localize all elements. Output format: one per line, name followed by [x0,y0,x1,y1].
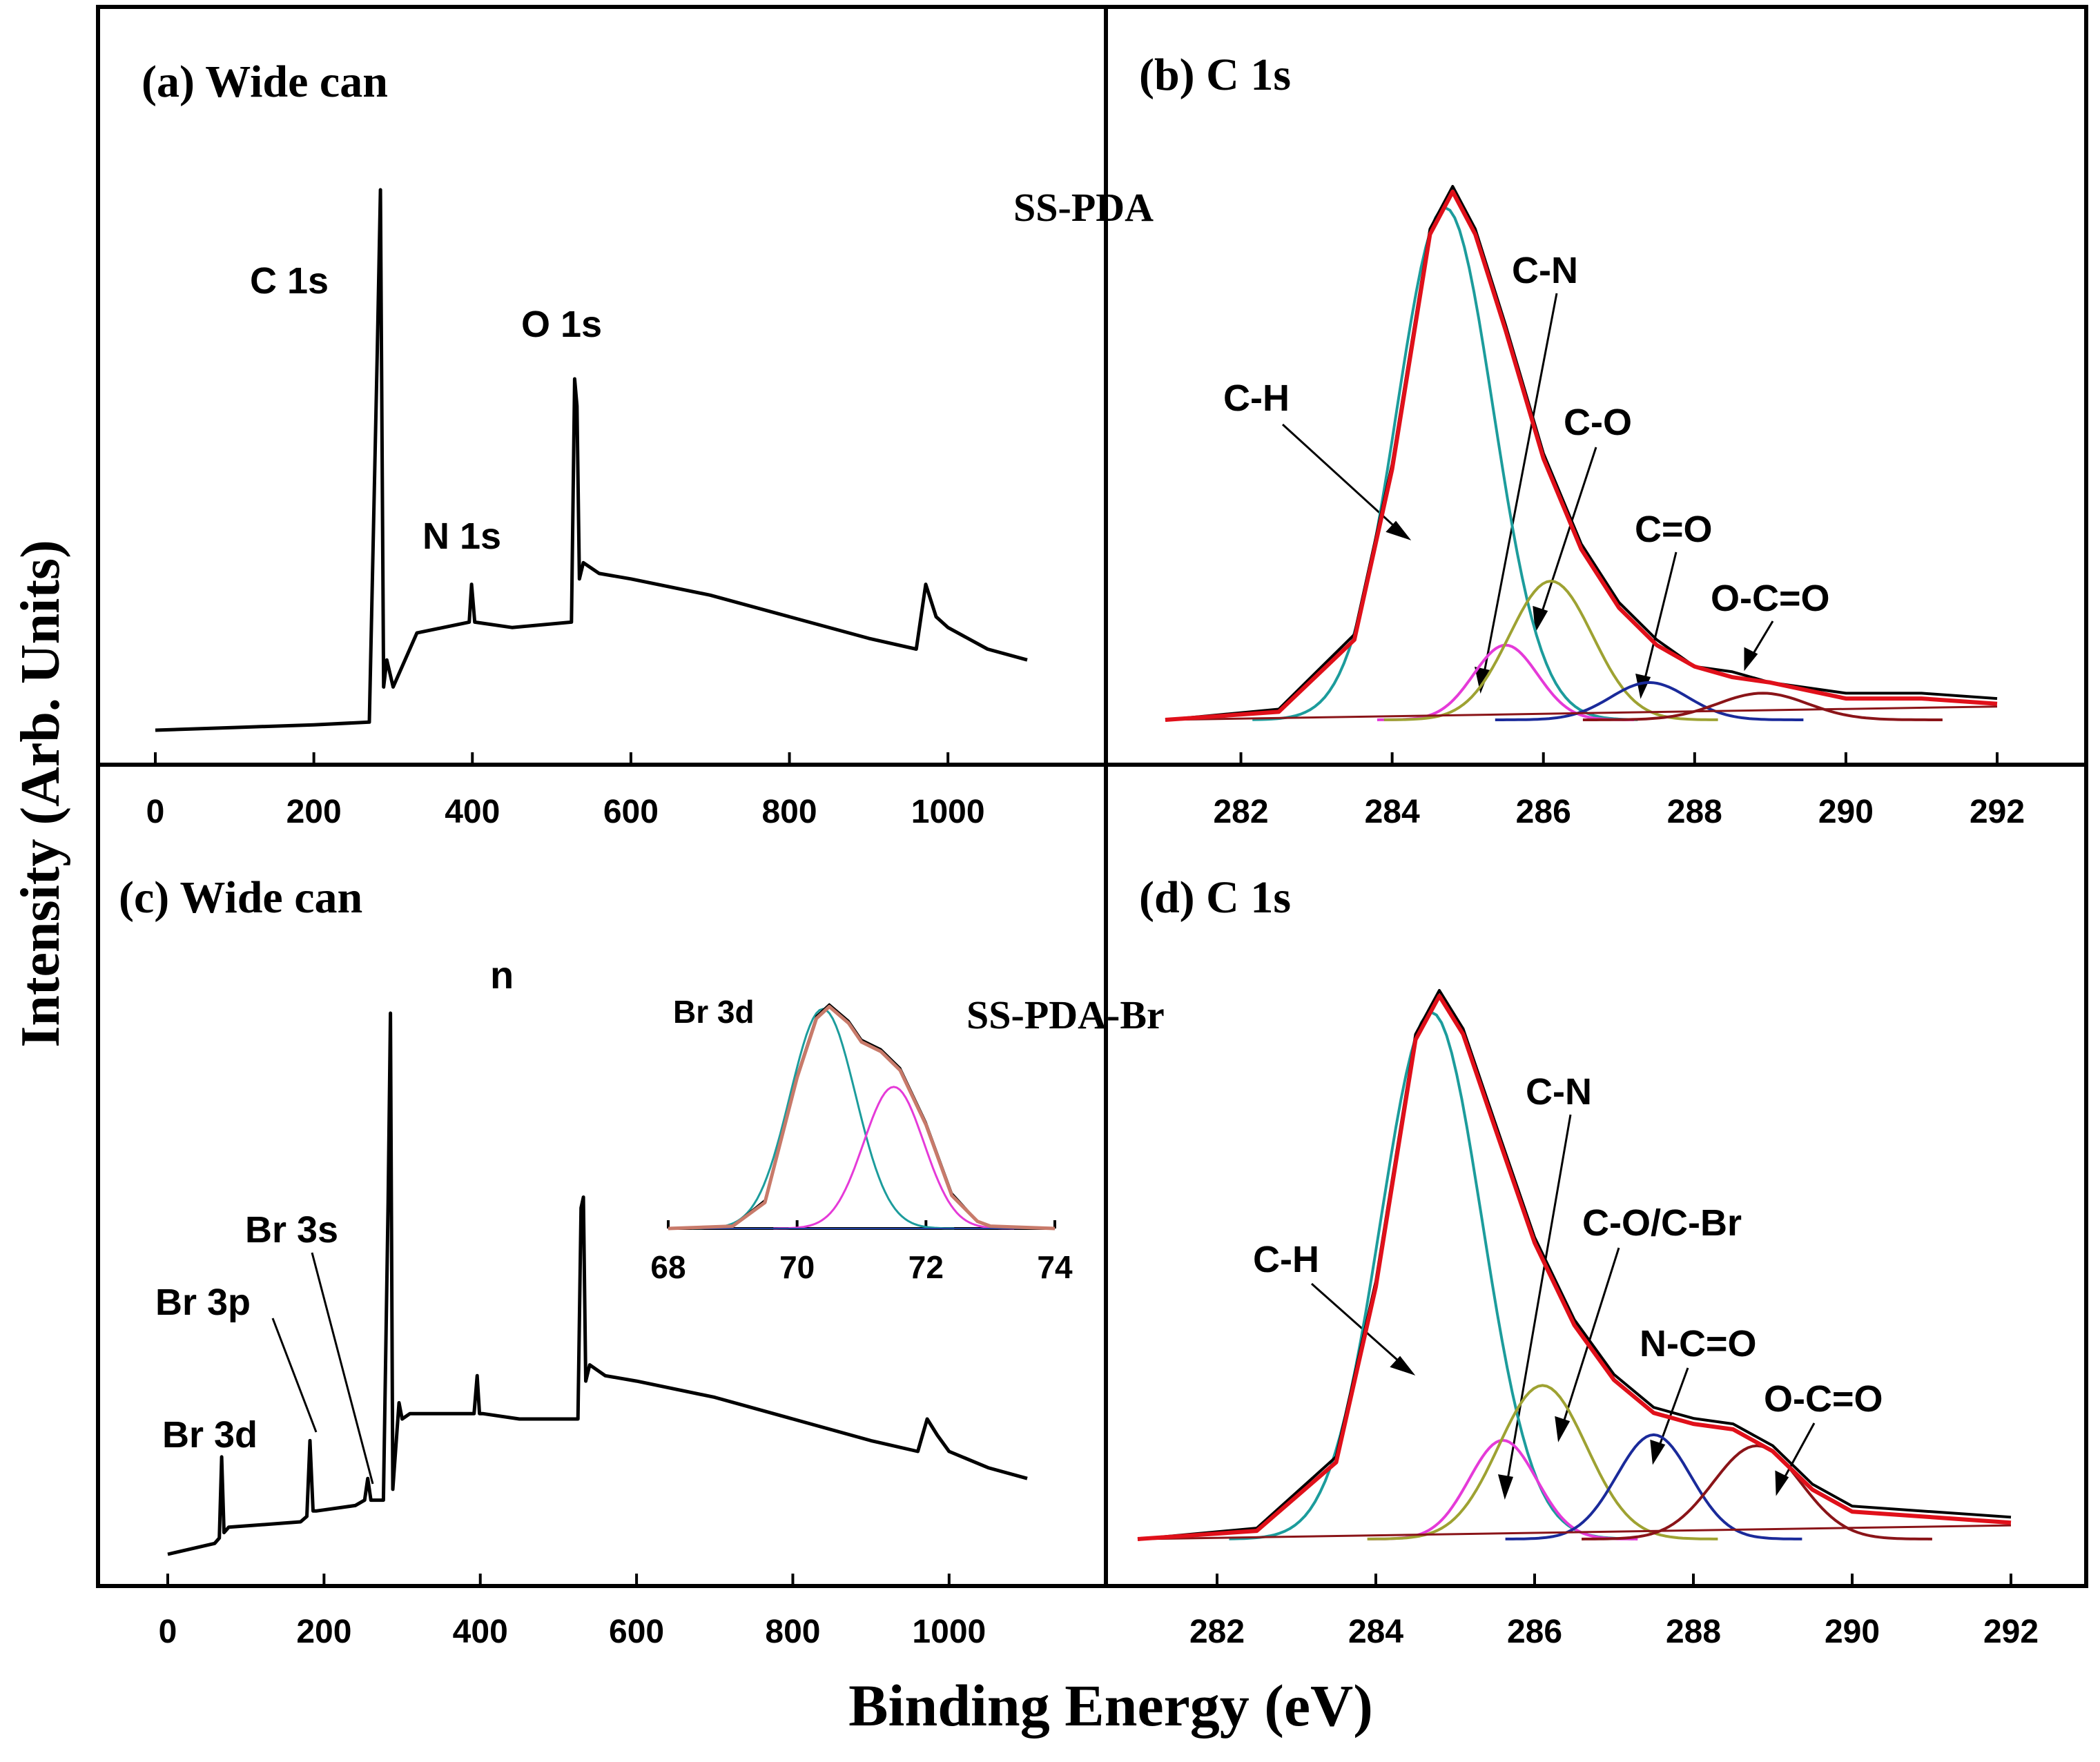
x-tick-label-b-284: 284 [1365,794,1420,830]
comp-label-b-co: C-O [1564,402,1632,443]
comp-label-b-cn: C-N [1512,250,1578,291]
arrowhead-d-oco [1775,1470,1789,1496]
component-d-n-c-o [1505,1433,1802,1540]
arrowhead-d-nco [1650,1439,1666,1465]
arrowhead-d-ch [1390,1355,1416,1376]
x-tick-label-a-1000: 1000 [911,794,985,830]
arrow-b-c=o [1642,551,1678,687]
plot-layer: 0 200 400 600 800 1000 282 284 286 288 290 292 0 200 4… [146,185,2039,1650]
comp-label-b-c=o: C=O [1635,509,1713,550]
x-tick-label-a-800: 800 [761,794,817,830]
x-tick-label-a-600: 600 [603,794,659,830]
panel-b-arrows [1281,293,1774,699]
x-tick-label-a-400: 400 [445,794,500,830]
series-d-baseline [1137,1524,2012,1540]
x-tick-label-c-400: 400 [453,1614,508,1650]
peak-label-br3s: Br 3s [245,1209,338,1251]
arrowhead-b-oco [1744,647,1758,672]
x-tick-label-c-600: 600 [609,1614,664,1650]
arrow-d-cn [1505,1114,1572,1488]
x-tick-label-c-0: 0 [159,1614,177,1650]
x-tick-label-c-800: 800 [765,1614,820,1650]
panel-d-sample: SS-PDA-Br [966,992,1165,1037]
figure-frame [96,5,2088,1588]
comp-label-d-cn: C-N [1526,1071,1592,1113]
x-tick-label-b-290: 290 [1818,794,1874,830]
component-b-c-o [1495,681,1804,721]
x-tick-label-d-284: 284 [1348,1614,1403,1650]
x-tick-label-b-282: 282 [1213,794,1268,830]
panel-b-title: (b) C 1s [1139,50,1291,100]
x-tick-label-d-282: 282 [1189,1614,1245,1650]
panel-a-title: (a) Wide can [142,57,388,107]
x-tick-label-d-286: 286 [1507,1614,1562,1650]
arrow-br3s [311,1252,374,1485]
panel-d-title: (d) C 1s [1139,872,1291,923]
arrow-d-ch [1311,1282,1406,1368]
arrow-b-co [1538,447,1597,620]
arrowhead-d-cn [1497,1474,1514,1500]
x-tick-label-c-inset-74: 74 [1037,1249,1073,1285]
component-b-o-c-o [1582,692,1943,721]
x-axis-title: Binding Energy (eV) [848,1672,1373,1739]
panel-d-arrows [1311,1114,1816,1500]
series-a-survey [155,188,1028,732]
x-tick-label-c-inset-72: 72 [908,1249,944,1285]
x-tick-label-c-inset-68: 68 [650,1249,686,1285]
comp-label-d-nco: N-C=O [1640,1323,1757,1364]
arrowhead-b-co [1533,605,1548,633]
comp-label-b-oco: O-C=O [1711,578,1830,619]
arrow-d-oco [1780,1422,1816,1485]
x-tick-label-d-290: 290 [1825,1614,1880,1650]
x-tick-label-d-288: 288 [1666,1614,1721,1650]
arrowhead-b-c=o [1635,674,1651,699]
x-tick-label-a-0: 0 [146,794,165,830]
series-b-baseline [1165,705,1998,721]
x-tick-label-b-288: 288 [1667,794,1722,830]
panel-b-sample: SS-PDA [1013,185,1154,230]
panel-c-title: (c) Wide can [119,872,362,923]
x-tick-label-c-200: 200 [296,1614,351,1650]
peak-label-c1s: C 1s [250,260,329,302]
series-c-survey [167,1011,1028,1556]
y-axis-title: Intensity (Arb. Units) [10,540,71,1048]
peak-label-br3p: Br 3p [155,1282,251,1323]
x-tick-label-b-286: 286 [1516,794,1571,830]
x-tick-label-c-1000: 1000 [912,1614,986,1650]
comp-label-d-oco: O-C=O [1764,1378,1883,1420]
arrowhead-d-cobr [1555,1416,1571,1442]
x-tick-label-a-200: 200 [286,794,342,830]
arrow-br3p [271,1318,318,1433]
arrow-b-cn [1481,293,1558,681]
comp-label-d-cobr: C-O/C-Br [1582,1202,1742,1244]
component-d-o-c-o [1582,1444,1932,1540]
series-d-envelope [1137,994,2012,1541]
arrowhead-b-ch [1386,520,1412,540]
component-c-inset-br-3d3-2 [773,1086,1015,1230]
peak-label-n1s: N 1s [422,516,501,557]
series-c-inset-envelope [668,1005,1056,1231]
peak-label-o1s: O 1s [521,304,602,345]
series-b-envelope [1165,189,1998,722]
peak-label-br3d: Br 3d [162,1414,257,1456]
comp-label-b-ch: C-H [1223,378,1290,419]
x-tick-label-c-inset-70: 70 [779,1249,815,1285]
x-tick-label-b-292: 292 [1970,794,2025,830]
inset-title: Br 3d [673,994,755,1030]
x-tick-label-d-292: 292 [1983,1614,2039,1650]
arrow-d-cobr [1560,1247,1620,1429]
label-fragment: n [490,953,514,997]
comp-label-d-ch: C-H [1253,1239,1319,1280]
